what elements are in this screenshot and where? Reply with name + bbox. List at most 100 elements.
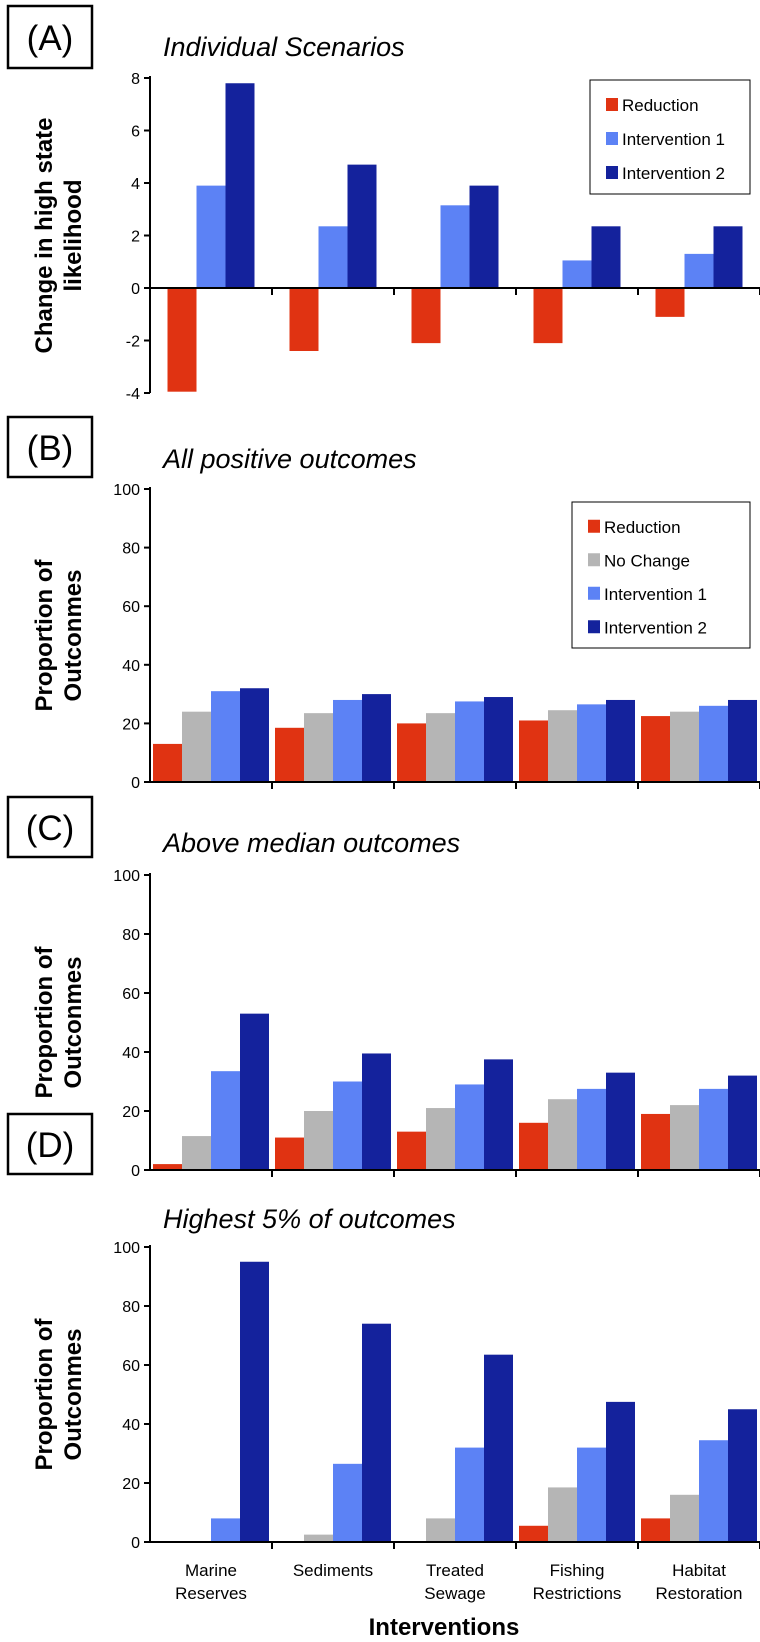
bar-intervention-2-5: [728, 1075, 757, 1170]
bar-no-change-5: [670, 1494, 699, 1542]
legend-swatch: [588, 519, 600, 533]
bar-intervention-1-2: [333, 1081, 362, 1170]
bar-intervention-2-2: [347, 164, 377, 288]
bar-no-change-3: [426, 1108, 455, 1170]
bar-no-change-2: [304, 1111, 333, 1170]
panel-tag: (B): [27, 429, 74, 468]
x-category-label: Habitat: [672, 1561, 726, 1580]
x-category-label: Marine: [185, 1561, 237, 1580]
legend-box: [571, 501, 751, 649]
panel-tag-box: [6, 415, 94, 479]
chart-panel-a: (A) Individual Scenarios Change in high st…: [6, 4, 760, 403]
y-axis-label-line: Change in high state: [31, 117, 58, 353]
panel-tag: (D): [26, 1126, 75, 1165]
y-axis-label-line: Outconmes: [60, 1328, 87, 1460]
bar-reduction-5: [641, 1113, 670, 1170]
y-tick-label: 0: [131, 775, 140, 792]
y-tick-label: -2: [126, 334, 140, 351]
bar-intervention-1-5: [699, 1088, 728, 1170]
bar-intervention-2-2: [362, 694, 391, 782]
bar-intervention-2-5: [728, 699, 757, 782]
bar-intervention-2-4: [606, 1072, 635, 1170]
y-tick-label: 6: [131, 124, 140, 141]
y-tick-label: 60: [122, 599, 140, 616]
legend: Reduction No Change Intervention 1 Interven…: [571, 501, 751, 649]
legend-swatch: [606, 98, 618, 111]
bar-intervention-1-4: [577, 1088, 606, 1170]
panel-title: All positive outcomes: [161, 444, 417, 474]
bar-intervention-1-4: [577, 1447, 606, 1542]
panel-tag-box: [6, 795, 94, 859]
panel-title: Individual Scenarios: [163, 32, 405, 62]
bar-intervention-1-2: [318, 226, 348, 288]
y-tick-label: 20: [122, 1104, 140, 1121]
bar-intervention-1-4: [562, 260, 592, 288]
y-axis-label: Proportion ofOutconmes: [31, 559, 87, 712]
y-axis-label: Proportion ofOutconmes: [31, 1318, 87, 1471]
y-axis-label: Proportion ofOutconmes: [31, 946, 87, 1099]
x-category-label: Fishing: [550, 1561, 605, 1580]
bar-intervention-2-3: [484, 1059, 513, 1170]
legend-swatch: [606, 166, 618, 179]
y-axis-label: Change in high statelikelihood: [31, 117, 87, 353]
bar-reduction-4: [519, 1122, 548, 1170]
y-tick-label: 20: [122, 1476, 140, 1493]
y-tick-label: 4: [131, 176, 140, 193]
bar-reduction-5: [655, 288, 685, 317]
bar-intervention-2-4: [606, 1401, 635, 1542]
y-tick-label: 80: [122, 927, 140, 944]
bar-no-change-2: [304, 713, 333, 782]
bar-intervention-2-1: [240, 1261, 269, 1542]
bar-reduction-4: [519, 720, 548, 782]
y-axis-label-line: Proportion of: [31, 946, 58, 1099]
bar-intervention-1-3: [440, 205, 470, 288]
bar-intervention-1-5: [699, 705, 728, 782]
bar-no-change-5: [670, 711, 699, 782]
bar-intervention-1-4: [577, 704, 606, 782]
bar-reduction-1: [153, 743, 182, 782]
panel-title: Above median outcomes: [161, 828, 460, 858]
bar-reduction-5: [641, 1518, 670, 1542]
x-category-label: Treated: [426, 1561, 484, 1580]
panel-tag: (A): [27, 19, 74, 58]
y-tick-label: 2: [131, 229, 140, 246]
x-axis-label: Interventions: [369, 1614, 520, 1641]
legend-entry: Reduction: [604, 518, 681, 537]
chart-panel-d: (D) Highest 5% of outcomes Proportion ofOu…: [6, 1112, 760, 1641]
bar-intervention-1-3: [455, 1447, 484, 1542]
bar-intervention-1-1: [211, 691, 240, 782]
bar-intervention-1-3: [455, 1084, 484, 1170]
x-category-label: Sewage: [424, 1584, 485, 1603]
bar-intervention-2-5: [728, 1409, 757, 1542]
bar-reduction-2: [275, 1137, 304, 1170]
legend-swatch: [588, 553, 600, 567]
y-tick-label: -4: [126, 386, 140, 403]
y-tick-label: 0: [131, 1535, 140, 1552]
bar-intervention-2-4: [591, 226, 621, 288]
legend-swatch: [606, 132, 618, 145]
bar-reduction-1: [153, 1164, 182, 1170]
bar-no-change-1: [182, 711, 211, 782]
y-axis-label-line: Outconmes: [60, 956, 87, 1088]
legend-swatch: [588, 620, 600, 634]
y-tick-label: 40: [122, 658, 140, 675]
bar-intervention-2-2: [362, 1323, 391, 1542]
y-axis-label-line: likelihood: [60, 179, 87, 291]
x-category-label: Restoration: [656, 1584, 743, 1603]
legend-entry: Intervention 2: [604, 618, 707, 637]
bar-reduction-3: [397, 1131, 426, 1170]
bar-intervention-2-2: [362, 1053, 391, 1170]
bar-intervention-1-2: [333, 699, 362, 782]
bar-intervention-2-1: [240, 1013, 269, 1170]
bar-intervention-2-3: [484, 697, 513, 782]
panel-tag-box: [6, 1112, 94, 1176]
bar-reduction-5: [641, 716, 670, 782]
y-tick-label: 40: [122, 1045, 140, 1062]
chart-panel-b: (B) All positive outcomes Proportion ofOut…: [6, 415, 760, 792]
y-axis-label-line: Outconmes: [60, 569, 87, 701]
y-tick-label: 60: [122, 986, 140, 1003]
y-tick-label: 100: [113, 482, 140, 499]
y-tick-label: 0: [131, 281, 140, 298]
bar-intervention-2-3: [484, 1354, 513, 1542]
x-category-label: Reserves: [175, 1584, 247, 1603]
